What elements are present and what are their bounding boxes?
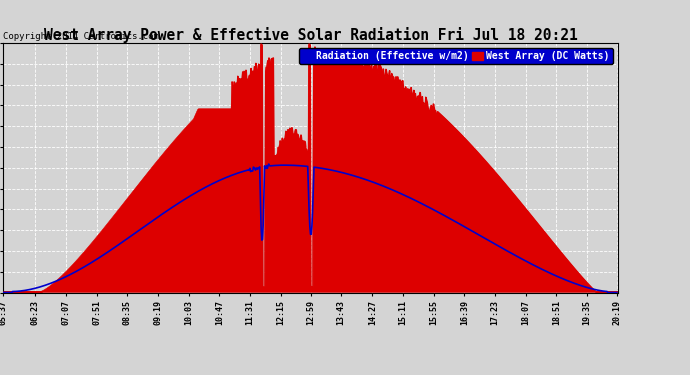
Legend: Radiation (Effective w/m2), West Array (DC Watts): Radiation (Effective w/m2), West Array (… — [299, 48, 613, 64]
Title: West Array Power & Effective Solar Radiation Fri Jul 18 20:21: West Array Power & Effective Solar Radia… — [43, 27, 578, 43]
Text: Copyright 2014 Cartronics.com: Copyright 2014 Cartronics.com — [3, 32, 159, 41]
